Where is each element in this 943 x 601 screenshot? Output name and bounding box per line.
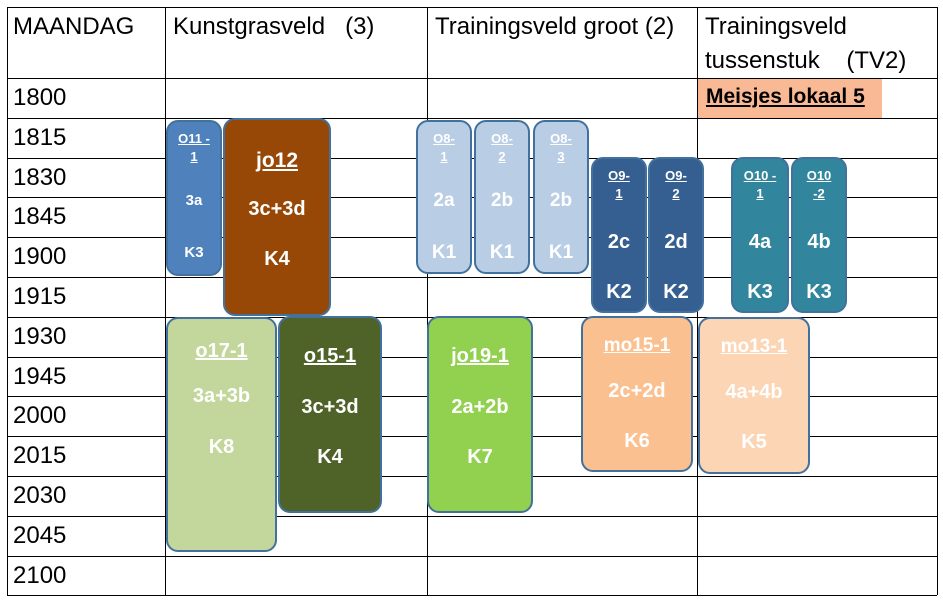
time-label: 2015	[13, 442, 67, 470]
session-block-o17-1: o17-1 3a+3b K8	[166, 317, 277, 552]
session-block-o8-1: O8- 1 2a K1	[416, 120, 472, 274]
session-block-o11-1: O11 -1 3a K3	[166, 120, 222, 276]
session-field: K2	[606, 281, 632, 303]
time-label: 1930	[13, 322, 67, 350]
session-name: O11 -1	[178, 131, 210, 164]
session-name: o15-1	[303, 345, 357, 367]
time-label: 1830	[13, 163, 67, 191]
session-teams: 3a+3b	[192, 385, 251, 407]
session-name: mo13-1	[720, 336, 788, 357]
session-name: o17-1	[195, 340, 248, 362]
row-divider	[7, 78, 937, 79]
column-header-3: Trainingsveld tussenstuk (TV2)	[705, 13, 907, 74]
session-block-jo12: jo12 3c+3d K4	[223, 118, 331, 316]
row-divider	[7, 237, 937, 238]
session-block-o15-1: o15-1 3c+3d K4	[278, 316, 382, 513]
row-divider	[7, 7, 937, 8]
time-label: 1815	[13, 123, 67, 151]
session-teams: 2b	[490, 190, 514, 211]
session-field: K4	[317, 446, 343, 468]
row-divider	[7, 197, 937, 198]
session-teams: 3c+3d	[301, 396, 359, 418]
time-label: 2045	[13, 521, 67, 549]
session-teams: 4a	[748, 231, 772, 253]
session-field: K7	[467, 446, 493, 468]
row-divider	[7, 277, 937, 278]
session-field: K4	[264, 248, 290, 270]
column-divider	[427, 7, 428, 596]
session-block-o9-1: O9- 1 2c K2	[591, 157, 647, 313]
session-name: O10 -2	[806, 168, 832, 201]
row-divider	[7, 516, 937, 517]
session-teams: 3a	[185, 192, 203, 209]
session-field: K5	[741, 431, 767, 453]
session-block-mo15-1: mo15-1 2c+2d K6	[581, 316, 693, 472]
session-block-mo13-1: mo13-1 4a+4b K5	[698, 317, 810, 474]
column-divider	[937, 7, 938, 596]
time-label: 2000	[13, 402, 67, 430]
session-field: K2	[663, 281, 689, 303]
column-divider	[165, 7, 166, 596]
session-teams: 4a+4b	[725, 381, 783, 403]
session-field: K3	[806, 281, 832, 303]
time-label: 1900	[13, 243, 67, 271]
time-label: 1800	[13, 84, 67, 111]
session-name: jo19-1	[451, 345, 509, 367]
session-block-o10-2: O10 -2 4b K3	[791, 157, 847, 313]
session-name: O10 -1	[743, 168, 777, 201]
session-field: K6	[624, 430, 650, 452]
session-block-jo19-1: jo19-1 2a+2b K7	[427, 316, 533, 513]
session-field: K1	[489, 242, 515, 263]
time-label: 1915	[13, 283, 67, 310]
session-field: K1	[548, 242, 574, 263]
time-label: 1845	[13, 203, 67, 231]
session-teams: 2d	[664, 231, 688, 253]
time-label: 2030	[13, 482, 67, 509]
session-block-o8-3: O8- 3 2b K1	[533, 120, 589, 274]
session-block-o8-2: O8- 2 2b K1	[474, 120, 530, 274]
column-header-1: Kunstgrasveld (3)	[173, 13, 375, 40]
session-teams: 2a	[433, 190, 455, 211]
row-divider	[7, 118, 937, 119]
session-block-o10-1: O10 -1 4a K3	[731, 157, 789, 313]
session-field: K8	[208, 436, 235, 458]
session-teams: 2b	[549, 190, 573, 211]
row-divider	[7, 595, 937, 596]
session-block-o9-2: O9- 2 2d K2	[648, 157, 704, 313]
session-teams: 4b	[807, 231, 831, 253]
session-name: O8- 1	[433, 131, 455, 164]
session-name: jo12	[255, 149, 299, 172]
session-name: O8- 3	[550, 131, 572, 164]
session-field: K3	[184, 244, 204, 261]
session-teams: 2c+2d	[608, 380, 666, 402]
session-field: K3	[747, 281, 773, 303]
session-field: K1	[431, 242, 457, 263]
session-teams: 2a+2b	[451, 396, 509, 418]
row-divider	[7, 158, 937, 159]
session-name: O9- 2	[665, 168, 687, 201]
time-label: 1945	[13, 362, 67, 390]
session-teams: 2c	[607, 231, 631, 253]
session-name: mo15-1	[603, 335, 671, 356]
time-label: 2100	[13, 561, 67, 589]
row-divider	[7, 556, 937, 557]
column-divider	[7, 7, 8, 596]
day-header: MAANDAG	[13, 13, 135, 40]
session-name: O8- 2	[491, 131, 513, 164]
session-teams: 3c+3d	[248, 198, 306, 220]
session-name: O9- 1	[608, 168, 630, 201]
column-header-2: Trainingsveld groot (2)	[435, 13, 675, 40]
banner-meisjes-lokaal: Meisjes lokaal 5	[698, 79, 882, 118]
